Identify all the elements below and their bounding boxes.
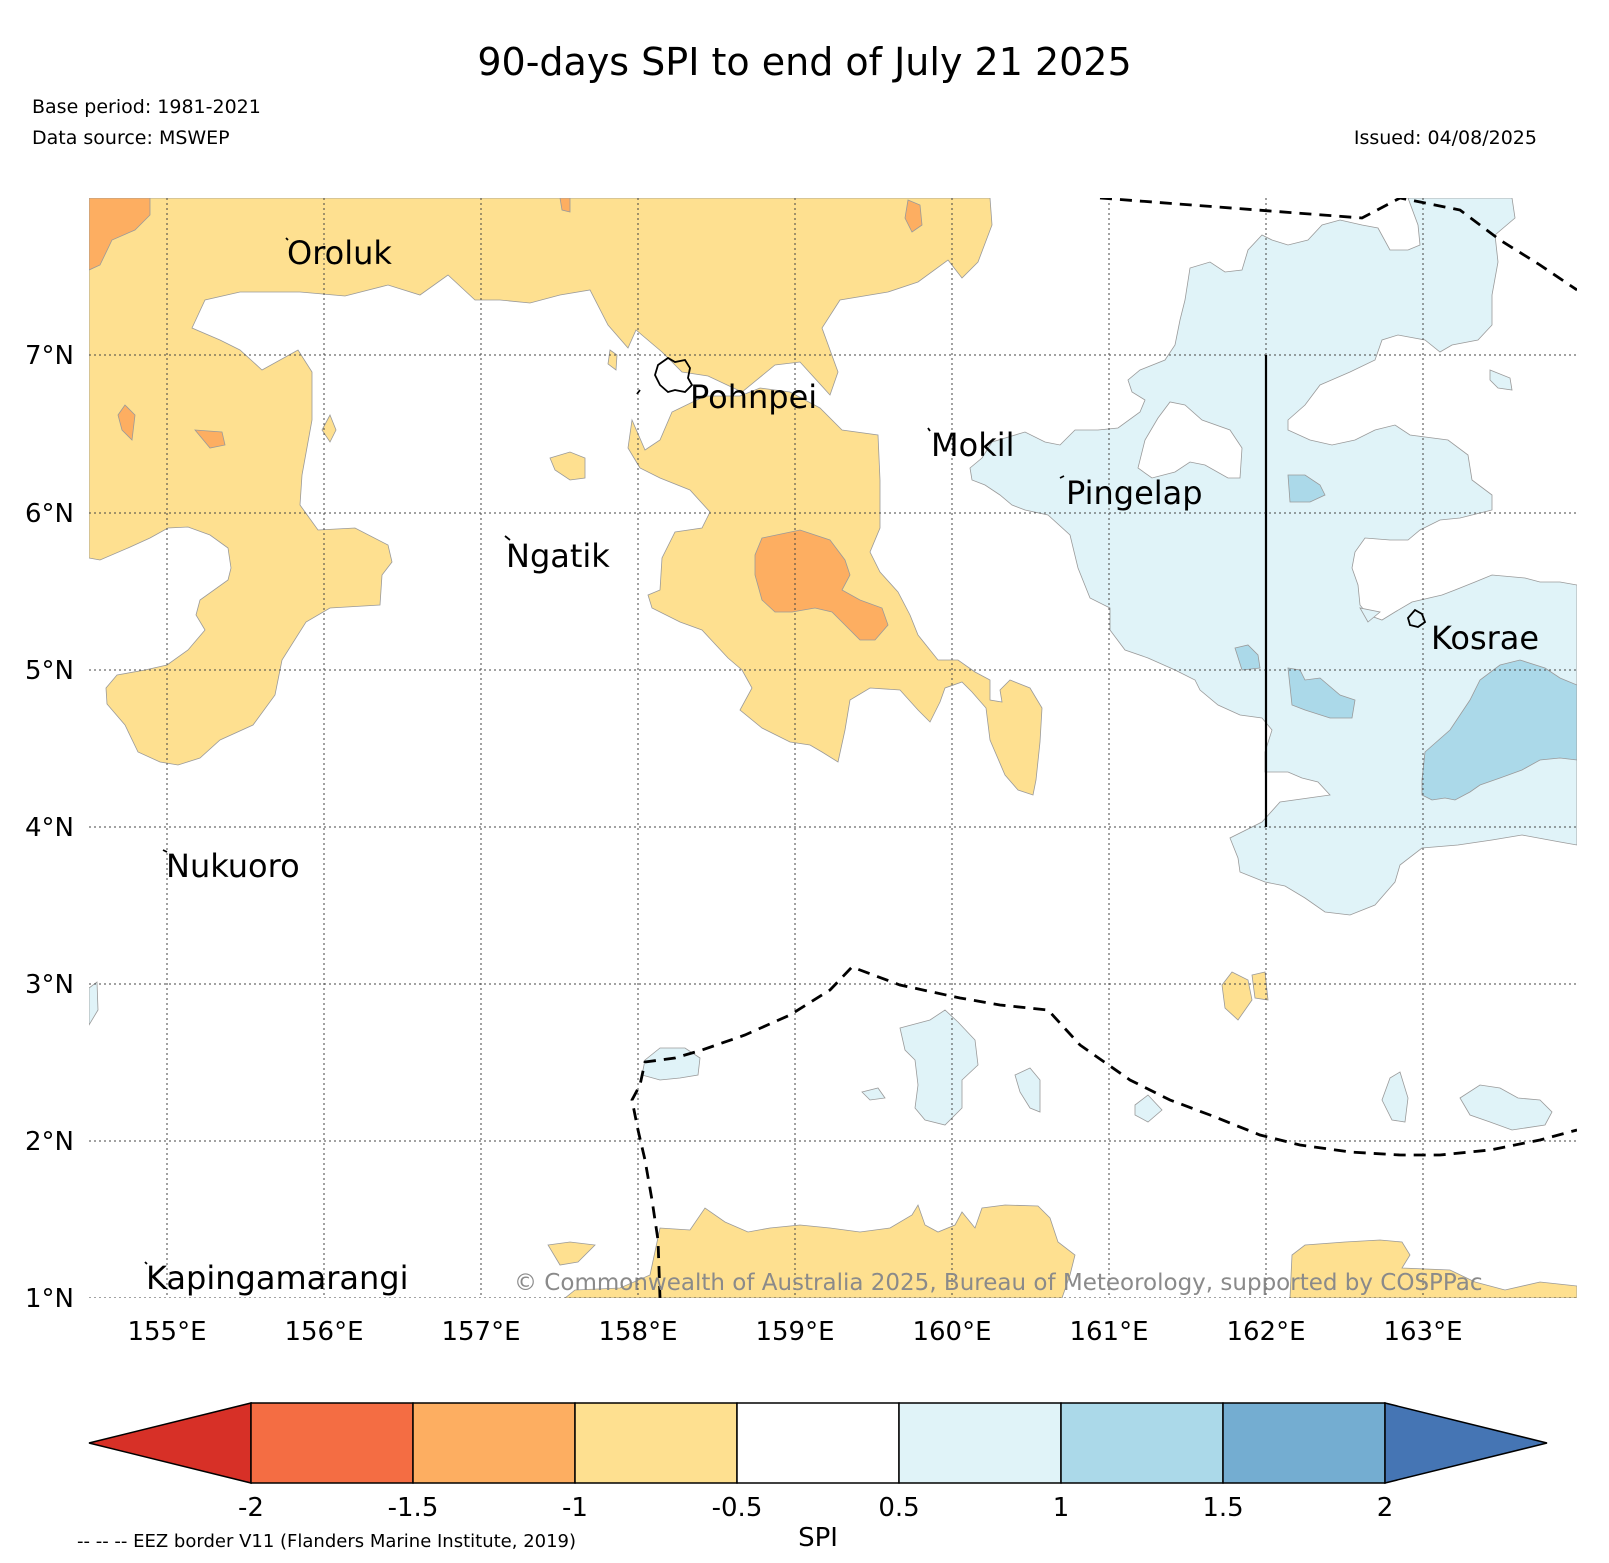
colorbar-tick-0: -2 [238,1493,264,1523]
colorbar-tick-1: -1.5 [388,1493,439,1523]
colorbar-bin-3 [574,1402,738,1484]
spi-moderate-dry-regions [89,198,923,641]
issued-date-text: Issued: 04/08/2025 [1353,127,1537,149]
spi-patch-wet-c [1287,667,1356,719]
lon-tick-157: 157°E [441,1317,520,1347]
map-title: 90-days SPI to end of July 21 2025 [477,40,1132,84]
colorbar-tick-5: 1 [1053,1493,1070,1523]
graticule [89,198,1577,1298]
colorbar-bin-5 [898,1402,1062,1484]
colorbar-bin-7 [1222,1402,1386,1484]
spi-patch-wet-a [1287,474,1326,503]
spi-region-small-wet-a [1489,369,1513,391]
spi-region-south-wet-c [861,1087,886,1101]
colorbar-tick-7: 2 [1377,1493,1394,1523]
spi-region-south-wet-g [1459,1084,1553,1131]
lon-tick-155: 155°E [127,1317,206,1347]
islands [144,237,1427,1265]
lon-tick-158: 158°E [598,1317,677,1347]
lon-tick-162: 162°E [1226,1317,1305,1347]
spi-wet-regions [89,198,1577,1131]
lat-tick-3n: 3°N [25,970,74,1000]
place-pingelap: Pingelap [1066,474,1203,512]
copyright-notice: © Commonwealth of Australia 2025, Bureau… [514,1270,1483,1296]
spi-patch-small-orange-a [117,404,136,441]
place-oroluk: Oroluk [287,234,392,272]
lat-axis-labels: 7°N 6°N 5°N 4°N 3°N 2°N 1°N [25,341,74,1314]
colorbar-bin-above-2 [1384,1402,1548,1484]
lat-tick-5n: 5°N [25,656,74,686]
colorbar-bin-1 [250,1402,414,1484]
colorbar-bin-4 [736,1402,900,1484]
colorbar-bin-6 [1060,1402,1224,1484]
spi-region-south-wet-f [1381,1071,1409,1123]
lon-tick-156: 156°E [284,1317,363,1347]
lon-tick-161: 161°E [1069,1317,1148,1347]
spi-region-wet-hole-fill [1359,607,1381,623]
eez-footnote: -- -- -- EEZ border V11 (Flanders Marine… [77,1531,576,1552]
lon-tick-163: 163°E [1383,1317,1462,1347]
spi-region-east-wet [969,198,1577,916]
spi-region-north-dry [89,198,993,766]
place-kosrae: Kosrae [1431,619,1539,657]
spi-region-small-dry-a [549,451,586,481]
colorbar-tick-6: 1.5 [1202,1493,1243,1523]
lat-tick-7n: 7°N [25,341,74,371]
spi-patch-wet-b [1234,644,1261,671]
spi-region-south-wet-d [1014,1067,1041,1113]
spi-patch-small-orange-c [904,199,923,233]
base-period-text: Base period: 1981-2021 [32,96,261,118]
spi-region-islet-dry-b [1251,971,1269,1001]
spi-patch-center-orange [754,529,889,641]
spi-region-south-wet-b [899,1009,979,1126]
lat-tick-4n: 4°N [25,813,74,843]
island-pohnpei-outline [654,356,694,393]
spi-region-small-dry-b [321,414,337,443]
lon-tick-160: 160°E [912,1317,991,1347]
island-kosrae-outline [1407,608,1427,628]
place-pohnpei: Pohnpei [690,378,817,416]
place-nukuoro: Nukuoro [166,847,300,885]
data-source-text: Data source: MSWEP [32,127,230,149]
lat-tick-1n: 1°N [25,1284,74,1314]
island-marks [144,237,1065,1265]
place-ngatik: Ngatik [506,537,610,575]
colorbar [88,1402,1548,1484]
spi-region-south-dry [547,1204,1577,1298]
lon-tick-159: 159°E [755,1317,834,1347]
colorbar-bin-below-2 [88,1402,252,1484]
colorbar-tick-3: -0.5 [712,1493,763,1523]
place-mokil: Mokil [931,426,1015,464]
colorbar-tick-2: -1 [562,1493,588,1523]
lon-axis-labels: 155°E 156°E 157°E 158°E 159°E 160°E 161°… [127,1317,1462,1347]
colorbar-title: SPI [798,1523,838,1553]
spi-patch-small-orange-d [559,198,571,213]
map-area: Oroluk Pohnpei Mokil Pingelap Ngatik Kos… [89,198,1577,1298]
spi-region-south-wet-e [1134,1094,1163,1123]
spi-moderate-wet-regions [1234,474,1577,801]
lat-tick-6n: 6°N [25,499,74,529]
eez-border [630,198,1577,1298]
spi-patch-small-orange-b [194,429,226,449]
colorbar-bin-2 [412,1402,576,1484]
spi-patch-northwest-orange [89,198,151,271]
place-kapingamarangi: Kapingamarangi [146,1259,408,1297]
spi-patch-wet-d [1421,659,1577,801]
lat-tick-2n: 2°N [25,1127,74,1157]
colorbar-tick-4: 0.5 [878,1493,919,1523]
colorbar-tick-labels: -2 -1.5 -1 -0.5 0.5 1 1.5 2 [238,1493,1393,1523]
